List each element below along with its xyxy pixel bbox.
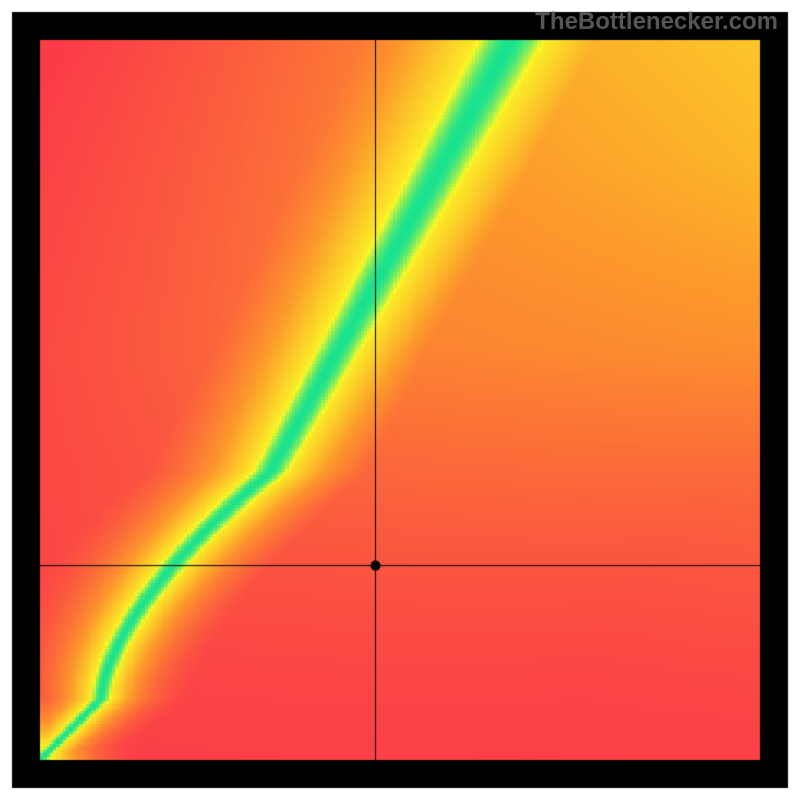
bottleneck-heatmap [0,0,800,800]
chart-container: TheBottlenecker.com [0,0,800,800]
watermark-text: TheBottlenecker.com [535,8,778,36]
